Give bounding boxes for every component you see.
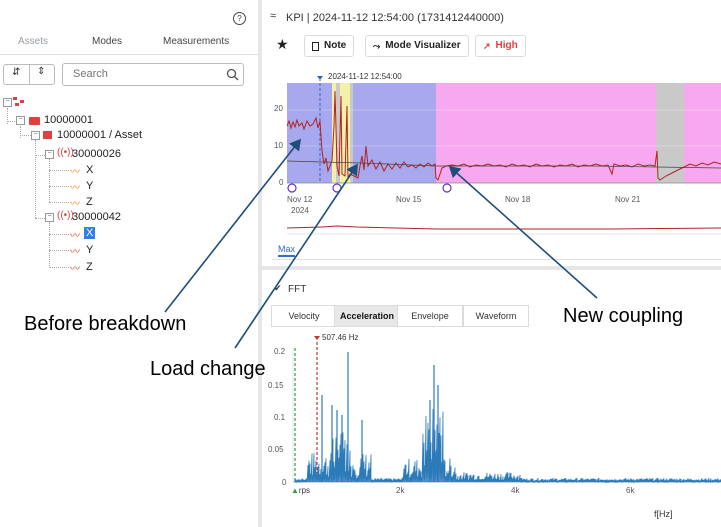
- annotation-load-change: Load change: [150, 358, 266, 380]
- tree-toggle-asset[interactable]: −: [31, 131, 40, 140]
- note-button[interactable]: Note: [304, 35, 355, 57]
- annotation-before-breakdown: Before breakdown: [24, 313, 187, 335]
- mode-marker-icon[interactable]: [287, 183, 297, 193]
- max-tab[interactable]: Max: [278, 244, 296, 257]
- asset-icon: [43, 131, 52, 139]
- tree-axis-y-2[interactable]: Y: [86, 244, 94, 256]
- mode-band-blue: [353, 83, 436, 183]
- search-icon: [226, 68, 239, 81]
- mode-marker-icon[interactable]: [442, 183, 452, 193]
- overview-axis-divider: [272, 259, 721, 260]
- mode-band-pink: [436, 83, 656, 183]
- kpi-secondary-line: [286, 160, 721, 169]
- annotation-new-coupling: New coupling: [563, 305, 684, 327]
- fft-spectrum: [294, 352, 721, 484]
- mode-visualizer-icon: ⤳: [373, 41, 381, 51]
- mode-band-pink: [684, 83, 721, 183]
- kpi-marker-label: 2024-11-12 12:54:00: [328, 72, 402, 81]
- kpi-title: KPI | 2024-11-12 12:54:00 (1731412440000…: [286, 12, 504, 24]
- kpi-x-year: 2024: [291, 206, 309, 215]
- tree-sensor-2[interactable]: 30000042: [72, 211, 121, 223]
- high-button[interactable]: ↗ High: [475, 35, 526, 57]
- sensor-icon: ((•)): [57, 147, 74, 158]
- tree-toggle-sensor-2[interactable]: −: [45, 213, 54, 222]
- fft-y-tick: 0: [282, 478, 287, 487]
- high-label: High: [495, 40, 518, 51]
- mode-band-gray: [656, 83, 684, 183]
- fft-x-axis-label: f[Hz]: [654, 509, 673, 519]
- fft-y-tick: 0.1: [274, 413, 286, 422]
- hierarchy-icon: [13, 97, 24, 106]
- tab-envelope[interactable]: Envelope: [397, 305, 463, 327]
- tab-waveform[interactable]: Waveform: [463, 305, 529, 327]
- tab-assets[interactable]: Assets: [18, 36, 49, 47]
- tree-toggle-sensor-1[interactable]: −: [45, 150, 54, 159]
- trend-icon: 〰: [70, 199, 80, 210]
- tree-axis-y-1[interactable]: Y: [86, 180, 94, 192]
- kpi-x-tick: Nov 21: [615, 195, 641, 204]
- fft-x-tick: 2k: [396, 486, 405, 495]
- rps-label: ▲rps: [291, 486, 311, 495]
- expand-all-icon[interactable]: ⇕: [37, 66, 46, 77]
- tree-sensor-1[interactable]: 30000026: [72, 148, 121, 160]
- help-icon[interactable]: ?: [233, 12, 246, 25]
- kpi-x-tick: Nov 15: [396, 195, 422, 204]
- collapse-all-icon[interactable]: ⇵: [12, 67, 21, 78]
- trend-icon: 〰: [70, 264, 80, 275]
- fft-x-tick: 4k: [511, 486, 520, 495]
- mode-visualizer-label: Mode Visualizer: [385, 40, 461, 51]
- fft-y-tick: 0.15: [268, 381, 284, 390]
- tree-root-id[interactable]: 10000001: [44, 114, 93, 126]
- mode-marker-icon[interactable]: [332, 183, 342, 193]
- fft-spectrum-trace: [294, 409, 721, 484]
- kpi-chart[interactable]: 20 10 0 2024-11-12 12:54:00 Nov 12 2024 …: [262, 66, 721, 266]
- mode-band-blue: [287, 83, 332, 183]
- trend-icon: 〰: [70, 183, 80, 194]
- trend-icon: 〰: [70, 247, 80, 258]
- time-marker-icon[interactable]: [317, 76, 323, 80]
- fft-y-tick: 0.05: [268, 445, 284, 454]
- folder-icon: [29, 117, 40, 125]
- tabs-underline: [0, 54, 258, 55]
- kpi-y-tick: 10: [274, 141, 283, 150]
- kpi-trend-icon: ≈: [270, 10, 277, 22]
- mode-band-gray: [350, 83, 353, 183]
- overview-signal-line: [286, 225, 721, 230]
- tree-axis-z-2[interactable]: Z: [86, 261, 93, 273]
- kpi-y-tick: 0: [279, 178, 284, 187]
- kpi-chart-canvas[interactable]: [262, 66, 721, 266]
- star-icon[interactable]: ★: [276, 36, 289, 52]
- trend-icon: 〰: [70, 167, 80, 178]
- sensor-icon: ((•)): [57, 210, 74, 221]
- tree-toggle-root-id[interactable]: −: [16, 116, 25, 125]
- mode-band-gray: [336, 83, 340, 183]
- frequency-cursor-icon[interactable]: [314, 336, 320, 340]
- kpi-x-tick: Nov 18: [505, 195, 531, 204]
- kpi-x-tick: Nov 12: [287, 195, 313, 204]
- trend-up-icon: ↗: [483, 41, 491, 51]
- search-input[interactable]: [71, 67, 215, 81]
- tree-axis-x-1[interactable]: X: [86, 164, 94, 176]
- tab-modes[interactable]: Modes: [92, 36, 123, 47]
- expand-collapse-group: ⇵ ⇕: [3, 64, 55, 85]
- tree-toggle-root[interactable]: −: [3, 98, 12, 107]
- mode-visualizer-button[interactable]: ⤳ Mode Visualizer: [365, 35, 469, 57]
- kpi-header: ≈ KPI | 2024-11-12 12:54:00 (17314124400…: [262, 0, 721, 66]
- search-box[interactable]: [62, 63, 244, 86]
- tree-axis-x-2[interactable]: X: [84, 227, 96, 239]
- kpi-y-tick: 20: [274, 104, 283, 113]
- fft-x-tick: 6k: [626, 486, 635, 495]
- fft-marker-label: 507.46 Hz: [322, 333, 359, 342]
- tree-asset[interactable]: 10000001 / Asset: [57, 129, 143, 141]
- note-button-label: Note: [324, 40, 347, 51]
- fft-y-tick: 0.2: [274, 347, 286, 356]
- asset-panel: ? Assets Modes Measurements ⇵ ⇕ − − 1000…: [0, 0, 258, 527]
- tree-axis-z-1[interactable]: Z: [86, 196, 93, 208]
- fft-chart-canvas[interactable]: [262, 270, 721, 527]
- tab-measurements[interactable]: Measurements: [163, 36, 230, 47]
- trend-icon: 〰: [70, 231, 80, 242]
- note-icon: [312, 41, 319, 51]
